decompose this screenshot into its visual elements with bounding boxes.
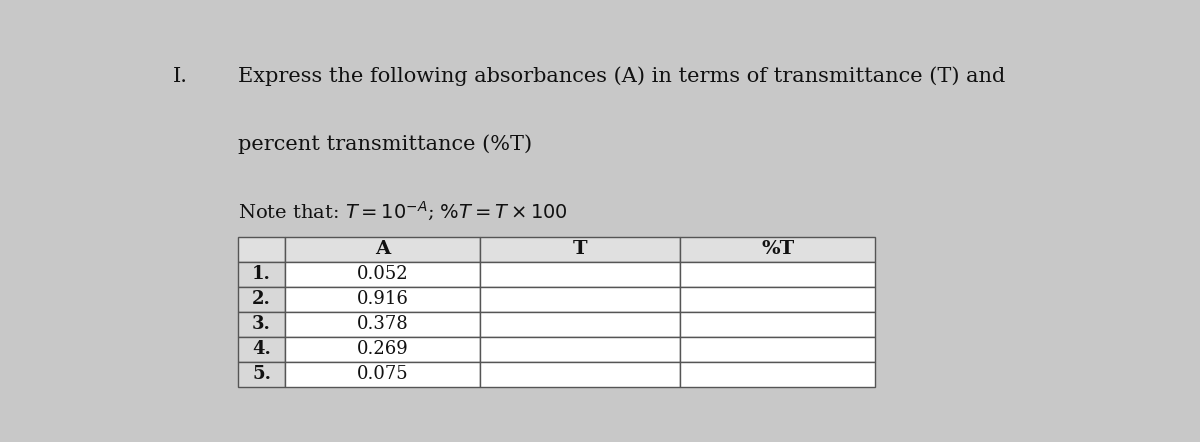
Text: 3.: 3. [252,315,271,333]
Text: 4.: 4. [252,340,271,358]
Bar [284,287,480,312]
Text: 0.269: 0.269 [356,340,408,358]
Bar [284,262,480,287]
Text: percent transmittance (%T): percent transmittance (%T) [239,135,533,154]
Bar [284,337,480,362]
Bar [480,312,680,337]
Text: T: T [572,240,588,258]
Text: %T: %T [761,240,794,258]
Bar [239,337,284,362]
Bar [239,237,284,262]
Bar [239,262,284,287]
Bar [284,362,480,387]
Text: Note that: $T=10^{-A}$; $\%T=T\times 100$: Note that: $T=10^{-A}$; $\%T=T\times 100… [239,199,569,223]
Bar [680,312,876,337]
Bar [480,362,680,387]
Bar [480,287,680,312]
Bar [680,287,876,312]
Bar [680,337,876,362]
Bar [239,362,284,387]
Bar [480,262,680,287]
Bar [239,312,284,337]
Bar [680,262,876,287]
Text: 0.052: 0.052 [356,265,408,283]
Text: 0.916: 0.916 [356,290,408,308]
Bar [239,287,284,312]
Text: 0.378: 0.378 [356,315,408,333]
Text: A: A [374,240,390,258]
Bar [284,237,480,262]
Text: 5.: 5. [252,365,271,383]
Bar [480,237,680,262]
Text: I.: I. [173,67,188,86]
Text: 2.: 2. [252,290,271,308]
Text: 0.075: 0.075 [356,365,408,383]
Bar [480,337,680,362]
Text: Express the following absorbances (A) in terms of transmittance (T) and: Express the following absorbances (A) in… [239,67,1006,86]
Bar [680,362,876,387]
Text: 1.: 1. [252,265,271,283]
Bar [680,237,876,262]
Bar [284,312,480,337]
